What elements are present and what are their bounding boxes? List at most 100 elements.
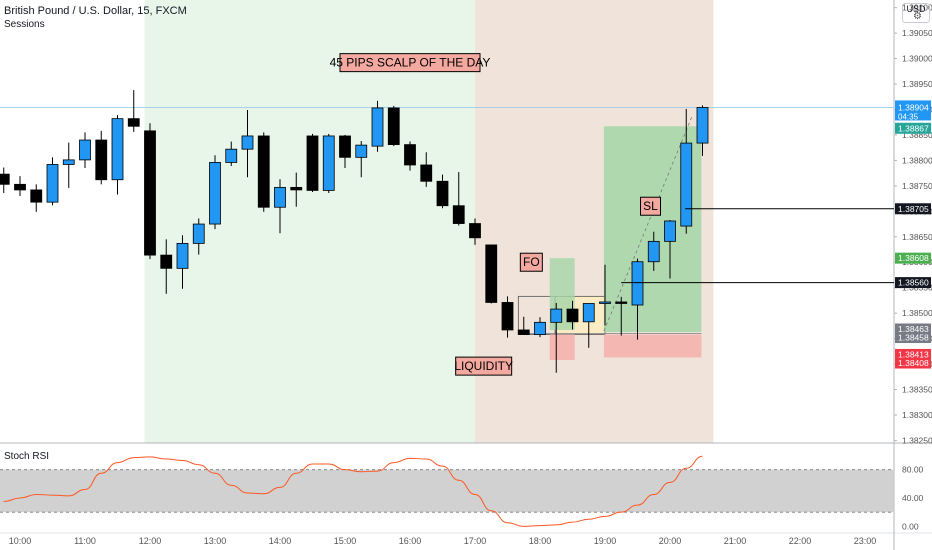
candle bbox=[599, 264, 611, 326]
time-tick-label: 11:00 bbox=[74, 536, 96, 546]
price-badge: 1.38408 bbox=[895, 357, 931, 369]
price-badge-bg bbox=[895, 252, 931, 264]
price-badge-bg bbox=[895, 357, 931, 369]
candle-body bbox=[550, 308, 563, 323]
candle bbox=[387, 105, 400, 147]
symbol-title[interactable]: British Pound / U.S. Dollar, 15, FXCM bbox=[4, 5, 187, 17]
candle bbox=[30, 184, 43, 212]
candle-body bbox=[322, 135, 335, 191]
candle-body bbox=[582, 303, 595, 323]
candle bbox=[0, 167, 10, 193]
stoch-rsi-pane: 80.00 40.00 0.00 bbox=[0, 455, 924, 531]
candle bbox=[322, 133, 335, 193]
time-tick-label: 10:00 bbox=[9, 536, 32, 546]
price-badge-bg bbox=[895, 277, 931, 289]
currency-badge[interactable]: USD bbox=[902, 3, 930, 23]
candle bbox=[306, 133, 319, 192]
candle-body bbox=[615, 301, 628, 304]
annotation-fo-label: FO bbox=[519, 252, 543, 272]
annotation-fo-label-box bbox=[519, 252, 543, 272]
time-tick-label: 13:00 bbox=[204, 536, 227, 546]
price-axis[interactable]: 1.382501.383001.383501.384001.384501.385… bbox=[894, 3, 932, 446]
candle bbox=[664, 219, 676, 279]
time-axis[interactable]: 10:00 11:00 12:00 13:00 14:00 15:00 16:00 17:00… bbox=[9, 536, 877, 546]
candle-body bbox=[631, 261, 644, 306]
price-tick-label: 1.38250 bbox=[902, 435, 932, 445]
price-badge-value: 1.38867 bbox=[898, 123, 929, 133]
price-badge: 1.38867 bbox=[895, 122, 931, 134]
time-tick-label: 22:00 bbox=[789, 536, 812, 546]
price-badge-value: 1.38560 bbox=[898, 278, 929, 288]
time-tick-label: 17:00 bbox=[464, 536, 487, 546]
price-tick-label: 1.38500 bbox=[902, 308, 932, 318]
candle-body bbox=[306, 135, 319, 191]
candle-body bbox=[111, 118, 124, 181]
time-tick-label: 12:00 bbox=[139, 536, 162, 546]
price-badge: 1.38608 bbox=[895, 252, 931, 264]
candle bbox=[14, 176, 26, 197]
price-badge-bg bbox=[895, 332, 931, 344]
candle-body bbox=[566, 308, 579, 323]
candle bbox=[46, 157, 59, 206]
price-badge-value: 1.38705 bbox=[898, 204, 929, 214]
fo-stop-zone bbox=[549, 334, 575, 361]
candle bbox=[209, 155, 221, 230]
annotation-sl-label: SL bbox=[640, 196, 661, 216]
annotation-title-label-text: 45 PIPS SCALP OF THE DAY bbox=[330, 56, 491, 70]
sessions-indicator-label[interactable]: Sessions bbox=[4, 19, 45, 30]
annotation-sl-label-text: SL bbox=[643, 199, 658, 213]
price-tick-label: 1.38850 bbox=[902, 130, 932, 140]
stoch-band bbox=[0, 469, 894, 513]
candle bbox=[680, 108, 693, 234]
candle bbox=[371, 100, 384, 152]
candle-body bbox=[696, 107, 709, 144]
annotation-sl-label-box bbox=[640, 196, 661, 216]
price-badge-bg bbox=[895, 203, 931, 215]
candle bbox=[127, 90, 140, 132]
candle bbox=[355, 141, 368, 178]
price-badge: 1.38463 bbox=[895, 323, 931, 335]
price-badge-value: 1.38463 bbox=[898, 324, 929, 334]
candlesticks bbox=[0, 90, 709, 373]
candle-body bbox=[680, 142, 693, 227]
candle bbox=[192, 218, 205, 255]
candle-body bbox=[95, 139, 108, 181]
candle-body bbox=[339, 135, 351, 158]
time-tick-label: 15:00 bbox=[334, 536, 357, 546]
candle bbox=[274, 179, 286, 234]
candle bbox=[62, 142, 75, 188]
candle-body bbox=[192, 223, 205, 244]
candle-body bbox=[225, 148, 238, 163]
candle bbox=[452, 172, 465, 226]
candle bbox=[582, 303, 595, 348]
time-tick-label: 19:00 bbox=[594, 536, 617, 546]
candle-body bbox=[0, 173, 10, 185]
price-tick-label: 1.39000 bbox=[902, 54, 932, 64]
price-badge-bg bbox=[895, 348, 931, 360]
candle-body bbox=[62, 159, 75, 165]
candle bbox=[176, 235, 189, 289]
candle-body bbox=[404, 144, 416, 166]
annotations: 45 PIPS SCALP OF THE DAY FO SL LIQUIDITY bbox=[330, 53, 661, 376]
price-badge: 1.38458 bbox=[895, 332, 931, 344]
candle-body bbox=[355, 144, 368, 158]
candle-body bbox=[30, 189, 43, 203]
candle-body bbox=[176, 242, 189, 269]
price-tick-label: 1.38350 bbox=[902, 385, 932, 395]
candle-body bbox=[599, 301, 611, 304]
projection-line bbox=[603, 114, 694, 332]
candle-body bbox=[534, 321, 546, 335]
annotation-fo-label-text: FO bbox=[523, 255, 540, 269]
gear-icon[interactable]: ⚙ bbox=[913, 11, 922, 22]
candle-body bbox=[290, 186, 303, 191]
annotation-title-label: 45 PIPS SCALP OF THE DAY bbox=[330, 53, 491, 73]
price-badge-bg bbox=[895, 122, 931, 134]
price-tick-label: 1.38950 bbox=[902, 79, 932, 89]
candle bbox=[404, 141, 416, 171]
london-session-bg bbox=[144, 0, 476, 443]
time-tick-label: 14:00 bbox=[269, 536, 292, 546]
stoch-rsi-label[interactable]: Stoch RSI bbox=[4, 451, 50, 462]
candle-body bbox=[452, 205, 465, 224]
